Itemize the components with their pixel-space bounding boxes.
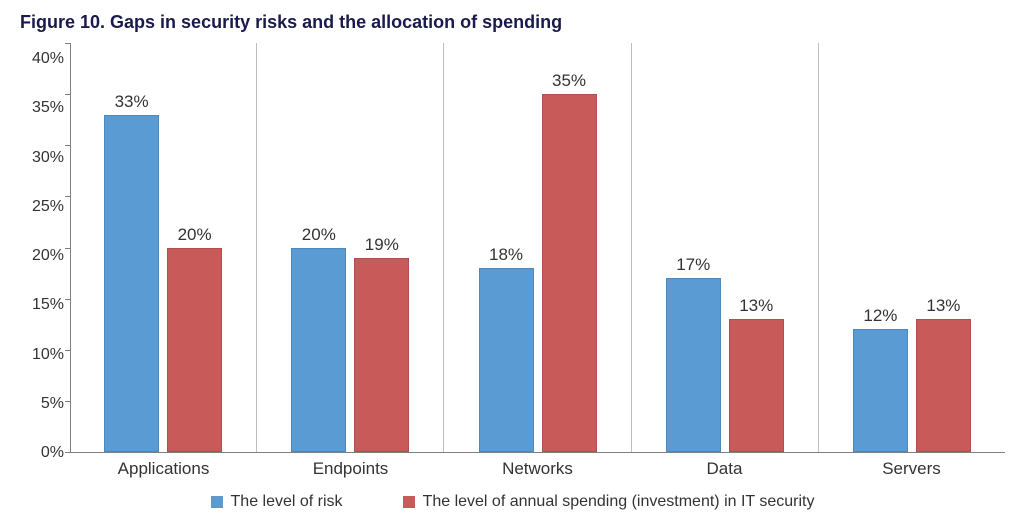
- bar-group: 18%35%: [444, 43, 631, 452]
- y-tick-label: 5%: [41, 396, 64, 412]
- bar: 20%: [167, 248, 222, 453]
- y-tick-label: 15%: [32, 297, 64, 313]
- bar: 35%: [542, 94, 597, 452]
- bar: 20%: [291, 248, 346, 453]
- bar-group: 20%19%: [257, 43, 444, 452]
- bar-value-label: 19%: [365, 235, 399, 255]
- x-tick-label: Endpoints: [257, 459, 444, 479]
- y-tick-mark: [65, 196, 70, 197]
- y-tick-label: 30%: [32, 150, 64, 166]
- x-tick-label: Servers: [818, 459, 1005, 479]
- bar-value-label: 20%: [178, 225, 212, 245]
- bar-value-label: 13%: [926, 296, 960, 316]
- chart-title: Figure 10. Gaps in security risks and th…: [20, 12, 1005, 33]
- legend-label: The level of annual spending (investment…: [423, 493, 815, 511]
- y-tick-mark: [65, 248, 70, 249]
- bar-value-label: 12%: [863, 306, 897, 326]
- bar-value-label: 33%: [115, 92, 149, 112]
- bar-group: 12%13%: [819, 43, 1005, 452]
- legend-item: The level of risk: [211, 493, 343, 511]
- y-tick-mark: [65, 145, 70, 146]
- x-tick-label: Applications: [70, 459, 257, 479]
- bar-group: 17%13%: [632, 43, 819, 452]
- bar: 17%: [666, 278, 721, 452]
- y-tick-mark: [65, 299, 70, 300]
- y-tick-label: 0%: [41, 445, 64, 461]
- y-tick-mark: [65, 43, 70, 44]
- y-tick-label: 20%: [32, 248, 64, 264]
- legend-item: The level of annual spending (investment…: [403, 493, 815, 511]
- y-tick-label: 10%: [32, 347, 64, 363]
- bar-groups: 33%20%20%19%18%35%17%13%12%13%: [70, 43, 1005, 452]
- bar: 13%: [916, 319, 971, 452]
- bar-value-label: 20%: [302, 225, 336, 245]
- bar-group: 33%20%: [70, 43, 257, 452]
- y-tick-label: 40%: [32, 51, 64, 67]
- y-tick-mark: [65, 94, 70, 95]
- bar: 12%: [853, 329, 908, 452]
- x-axis-labels: ApplicationsEndpointsNetworksDataServers: [70, 459, 1005, 479]
- legend-label: The level of risk: [231, 493, 343, 511]
- y-tick-label: 35%: [32, 100, 64, 116]
- bar-value-label: 13%: [739, 296, 773, 316]
- bar: 18%: [479, 268, 534, 452]
- bar-value-label: 18%: [489, 245, 523, 265]
- legend: The level of risk The level of annual spe…: [20, 493, 1005, 511]
- y-tick-mark: [65, 452, 70, 453]
- x-tick-label: Data: [631, 459, 818, 479]
- bar: 19%: [354, 258, 409, 452]
- bar-value-label: 35%: [552, 71, 586, 91]
- x-tick-label: Networks: [444, 459, 631, 479]
- plot-area: 33%20%20%19%18%35%17%13%12%13%: [70, 43, 1005, 453]
- bar: 33%: [104, 115, 159, 452]
- y-tick-mark: [65, 350, 70, 351]
- legend-swatch: [211, 496, 223, 508]
- bar-value-label: 17%: [676, 255, 710, 275]
- y-tick-label: 25%: [32, 199, 64, 215]
- chart-area: 40%35%30%25%20%15%10%5%0% 33%20%20%19%18…: [20, 43, 1005, 453]
- legend-swatch: [403, 496, 415, 508]
- y-axis: 40%35%30%25%20%15%10%5%0%: [20, 43, 70, 453]
- y-tick-mark: [65, 401, 70, 402]
- bar: 13%: [729, 319, 784, 452]
